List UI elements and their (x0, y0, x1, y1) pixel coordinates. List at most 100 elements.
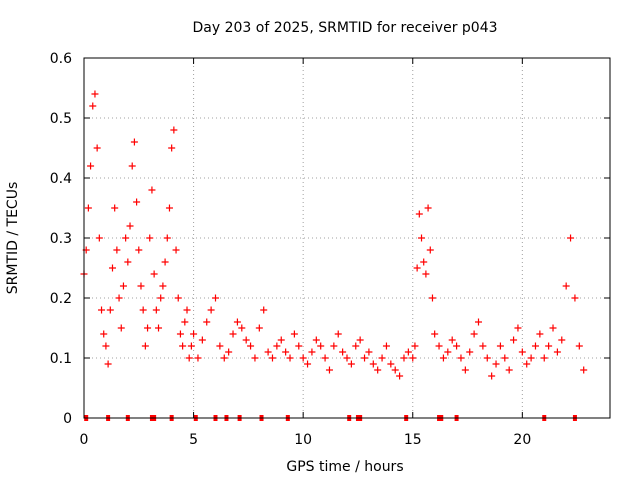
data-point (98, 306, 106, 314)
data-point (466, 348, 474, 356)
data-point (273, 342, 281, 350)
y-tick-label: 0 (63, 411, 72, 427)
data-point (176, 330, 184, 338)
data-point (128, 162, 136, 170)
data-point (130, 138, 138, 146)
data-point (562, 282, 570, 290)
data-point (290, 330, 298, 338)
data-point (483, 354, 491, 362)
y-tick-label: 0.2 (50, 291, 72, 307)
x-tick-label: 20 (513, 432, 531, 448)
data-point (475, 318, 482, 326)
data-point (514, 324, 522, 332)
y-tick-label: 0.4 (50, 171, 72, 187)
data-point (488, 372, 496, 380)
data-point (312, 336, 320, 344)
data-point (91, 90, 99, 98)
data-point (545, 342, 553, 350)
data-point (523, 360, 531, 368)
data-point (567, 234, 575, 242)
data-point (444, 348, 452, 356)
data-point (238, 324, 246, 332)
data-point (251, 354, 259, 362)
data-point (428, 294, 436, 302)
data-point (365, 348, 373, 356)
data-point (113, 246, 121, 254)
data-point (501, 354, 509, 362)
x-tick-label: 15 (404, 432, 422, 448)
data-point (247, 342, 255, 350)
data-point (115, 294, 123, 302)
data-point (216, 342, 224, 350)
data-point (157, 294, 165, 302)
data-point (255, 324, 263, 332)
data-point (124, 258, 132, 266)
chart-title: Day 203 of 2025, SRMTID for receiver p04… (192, 20, 497, 36)
data-point (170, 126, 178, 134)
y-axis-label: SRMTID / TECUs (5, 182, 21, 295)
data-point (185, 354, 193, 362)
data-point (126, 222, 134, 230)
data-point (183, 306, 191, 314)
data-point (391, 366, 399, 374)
data-point (378, 354, 386, 362)
data-point (159, 282, 167, 290)
data-point (571, 294, 579, 302)
data-point (496, 342, 504, 350)
data-point (141, 342, 149, 350)
data-point (179, 342, 187, 350)
data-point (148, 186, 156, 194)
data-point (229, 330, 237, 338)
data-point (133, 198, 141, 206)
data-point (190, 330, 198, 338)
data-point (203, 318, 211, 326)
data-point (100, 330, 108, 338)
data-point (334, 330, 342, 338)
data-point (108, 264, 116, 272)
x-axis-label: GPS time / hours (286, 459, 403, 475)
data-point (396, 372, 404, 380)
data-point (282, 348, 290, 356)
data-point (242, 336, 250, 344)
data-point (453, 342, 461, 350)
data-point (424, 204, 432, 212)
y-tick-label: 0.5 (50, 111, 72, 127)
data-point (187, 342, 195, 350)
data-point (549, 324, 557, 332)
data-point (225, 348, 233, 356)
data-point (431, 330, 439, 338)
x-tick-label: 10 (294, 432, 312, 448)
data-point (422, 270, 430, 278)
data-point (479, 342, 487, 350)
data-point (420, 258, 428, 266)
data-point (220, 354, 228, 362)
data-point (93, 144, 101, 152)
data-point (411, 342, 419, 350)
data-point (343, 354, 351, 362)
x-tick-label: 0 (80, 432, 89, 448)
data-point (330, 342, 338, 350)
data-point (426, 246, 434, 254)
data-point (117, 324, 125, 332)
y-tick-label: 0.1 (50, 351, 72, 367)
data-point (106, 306, 114, 314)
data-point (161, 258, 169, 266)
data-point (89, 102, 97, 110)
data-point (352, 342, 360, 350)
data-point (492, 360, 500, 368)
data-point (553, 348, 561, 356)
data-point (122, 234, 130, 242)
data-point (470, 330, 478, 338)
data-point (84, 204, 92, 212)
data-point (409, 354, 417, 362)
data-point (295, 342, 303, 350)
data-point (356, 336, 364, 344)
data-point (413, 264, 421, 272)
data-point (150, 270, 158, 278)
data-point (260, 306, 268, 314)
data-point (518, 348, 526, 356)
data-point (580, 366, 588, 374)
data-point (317, 342, 325, 350)
data-point (439, 354, 447, 362)
